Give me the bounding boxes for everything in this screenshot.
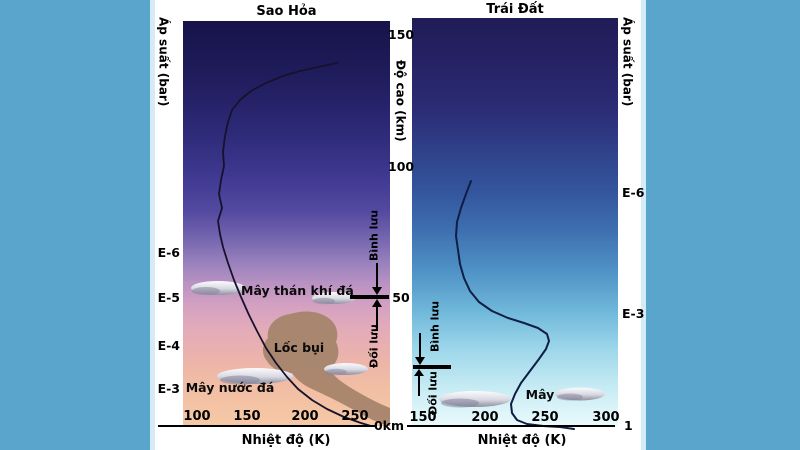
mars-temp-tick-150: 150 [233, 409, 261, 424]
earth-temp-tick-300: 300 [592, 410, 620, 425]
mars-title: Sao Hỏa [256, 4, 317, 19]
earth-pressure-tick-1: 1 [624, 418, 633, 433]
earth-title: Trái Đất [486, 2, 544, 17]
earth-stratosphere-label: Bình lưu [428, 300, 442, 352]
earth-atmosphere-panel [412, 18, 618, 426]
mars-temp-tick-200: 200 [291, 409, 319, 424]
earth-pressure-tick-e3: E-3 [622, 306, 645, 321]
mars-pressure-axis-label: Áp suất (bar) [156, 17, 171, 107]
earth-temp-tick-250: 250 [531, 410, 559, 425]
altitude-tick-150: 150 [388, 27, 415, 42]
earth-clouds-label: Mây [525, 387, 555, 402]
right-blue-margin [646, 0, 800, 450]
earth-pressure-tick-e6: E-6 [622, 185, 645, 200]
mars-pressure-tick-e4: E-4 [157, 338, 180, 353]
mars-stratosphere-label: Bình lưu [367, 209, 381, 261]
mars-pressure-tick-e3: E-3 [157, 381, 180, 396]
mars-temp-tick-100: 100 [183, 409, 211, 424]
mars-temp-axis-label: Nhiệt độ (K) [241, 433, 331, 448]
mars-troposphere-label: Đối lưu [367, 324, 381, 368]
mars-dust-storm-label: Lốc bụi [273, 340, 325, 355]
mars-x-axis-line [158, 425, 376, 427]
left-blue-margin [0, 0, 150, 450]
left-edge-highlight [150, 0, 155, 450]
earth-temp-tick-150: 150 [409, 410, 437, 425]
mars-co2-clouds-label: Mây thán khí đá [241, 283, 354, 298]
right-edge-highlight [641, 0, 646, 450]
earth-x-axis-line [407, 425, 615, 427]
mars-pressure-tick-e6: E-6 [157, 245, 180, 260]
mars-pressure-tick-e5: E-5 [157, 290, 180, 305]
earth-troposphere-label: Đối lưu [426, 371, 440, 415]
earth-temp-axis-label: Nhiệt độ (K) [477, 433, 567, 448]
earth-pressure-axis-label: Áp suất (bar) [620, 17, 635, 107]
earth-temp-tick-200: 200 [471, 410, 499, 425]
altitude-axis-label: Độ cao (km) [393, 60, 408, 142]
altitude-tick-50: 50 [392, 290, 410, 305]
mars-atmosphere-panel [183, 21, 390, 426]
mars-temp-tick-250: 250 [341, 409, 369, 424]
mars-water-clouds-label: Mây nước đá [185, 380, 275, 395]
altitude-tick-100: 100 [388, 159, 415, 174]
